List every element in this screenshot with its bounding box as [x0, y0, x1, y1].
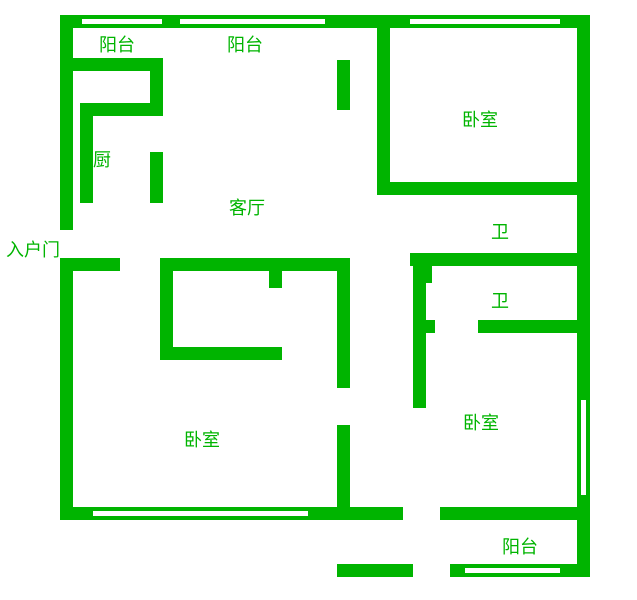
wall — [60, 15, 73, 230]
window — [579, 400, 588, 495]
wall — [337, 425, 350, 520]
wall — [337, 564, 413, 577]
wall — [269, 258, 282, 288]
floor-plan: 入户门阳台阳台厨客厅卧室卫卫卧室卧室阳台 — [0, 0, 637, 600]
wall — [337, 507, 403, 520]
wall — [160, 258, 173, 360]
wall — [160, 347, 282, 360]
wall — [337, 15, 350, 25]
window — [410, 17, 560, 26]
wall — [80, 103, 93, 203]
room-label-bedroom_br: 卧室 — [463, 414, 499, 432]
room-label-bath2: 卫 — [491, 292, 509, 310]
window — [465, 566, 560, 575]
room-label-entry: 入户门 — [6, 241, 60, 259]
room-label-bedroom_bl: 卧室 — [184, 431, 220, 449]
room-label-balcony_bot: 阳台 — [502, 538, 538, 556]
wall — [150, 152, 163, 203]
wall — [60, 58, 160, 71]
wall — [440, 507, 590, 520]
wall — [377, 15, 390, 195]
wall — [160, 258, 350, 271]
wall — [60, 258, 73, 520]
wall — [413, 253, 426, 408]
wall — [60, 258, 120, 271]
room-label-balcony_left: 阳台 — [99, 36, 135, 54]
room-label-kitchen: 厨 — [93, 151, 111, 169]
wall — [337, 60, 350, 110]
wall — [337, 258, 350, 388]
wall — [377, 182, 590, 195]
window — [82, 17, 162, 26]
window — [93, 509, 308, 518]
room-label-bedroom_tr: 卧室 — [462, 111, 498, 129]
room-label-bath1: 卫 — [491, 223, 509, 241]
room-label-living: 客厅 — [229, 199, 265, 217]
window — [180, 17, 325, 26]
wall — [150, 58, 163, 108]
room-label-balcony_top: 阳台 — [227, 36, 263, 54]
wall — [478, 320, 590, 333]
wall — [482, 253, 590, 266]
